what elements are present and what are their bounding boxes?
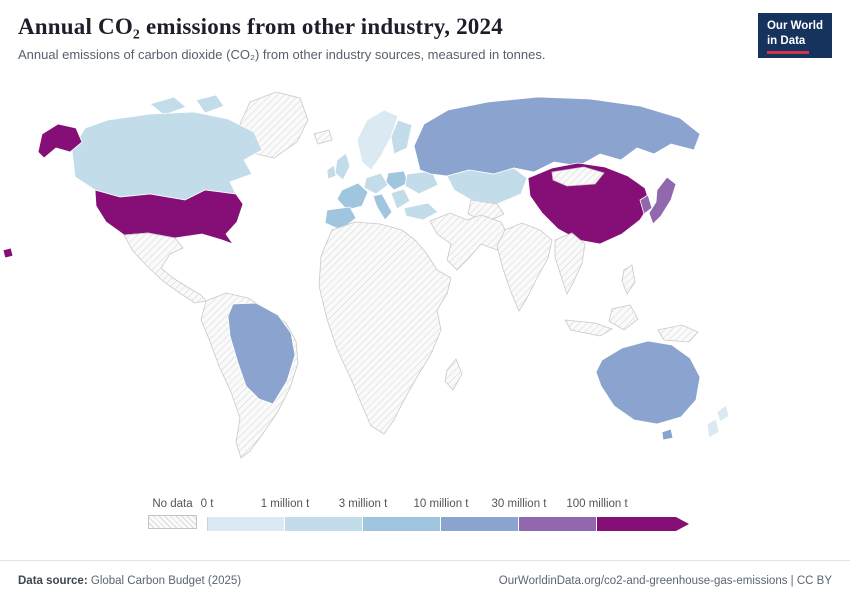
map-legend: No data 0 t 1 million t 3 million t 10 mill… [0, 498, 850, 554]
chart-subtitle: Annual emissions of carbon dioxide (CO₂)… [18, 47, 546, 62]
country-philippines[interactable] [621, 264, 636, 295]
country-south-korea[interactable] [639, 194, 653, 215]
region-new-guinea[interactable] [657, 324, 699, 343]
country-australia[interactable] [595, 340, 701, 425]
country-italy[interactable] [372, 193, 393, 221]
region-southeast-asia[interactable] [554, 232, 586, 296]
region-africa[interactable] [318, 221, 452, 435]
country-france[interactable] [336, 182, 369, 211]
region-eastern-europe[interactable] [385, 170, 409, 191]
choropleth-map-area [0, 82, 850, 494]
country-india[interactable] [496, 222, 553, 312]
legend-segment[interactable] [441, 517, 519, 531]
legend-segment[interactable] [597, 517, 689, 531]
legend-segment[interactable] [285, 517, 363, 531]
region-tasmania[interactable] [661, 428, 674, 441]
legend-segment[interactable] [519, 517, 597, 531]
legend-tick-label: 30 million t [491, 498, 547, 510]
legend-no-data[interactable]: No data [148, 498, 197, 529]
country-kazakhstan[interactable] [446, 167, 528, 205]
country-china[interactable] [527, 162, 651, 245]
region-central-europe[interactable] [363, 172, 389, 195]
owid-logo-line1: Our World [766, 20, 823, 32]
data-source: Data source: Global Carbon Budget (2025) [18, 575, 241, 587]
owid-logo[interactable]: Our World in Data [757, 13, 832, 58]
region-balkans[interactable] [390, 188, 411, 210]
country-russia[interactable] [413, 96, 701, 177]
no-data-swatch[interactable] [148, 515, 197, 529]
country-canadian-arctic-2[interactable] [195, 94, 225, 114]
owid-logo-line2: in Data [766, 34, 806, 47]
legend-bar [207, 517, 689, 531]
legend-labels: 0 t 1 million t 3 million t 10 million t 30 … [201, 498, 689, 517]
country-united-kingdom[interactable] [334, 152, 351, 181]
chart-header: Annual CO₂ emissions from other industry… [0, 0, 850, 82]
legend-tick-label: 0 t [200, 498, 214, 510]
country-united-states[interactable] [94, 189, 244, 245]
region-scandinavia[interactable] [356, 109, 399, 171]
owid-logo-red-bar [766, 50, 809, 54]
country-canadian-arctic-1[interactable] [149, 96, 187, 116]
region-middle-east[interactable] [429, 212, 510, 271]
credit-link[interactable]: OurWorldinData.org/co2-and-greenhouse-ga… [498, 574, 832, 587]
country-canada[interactable] [71, 111, 263, 201]
country-alaska[interactable] [37, 123, 83, 159]
legend-segment[interactable] [363, 517, 441, 531]
country-finland[interactable] [390, 119, 413, 155]
data-source-label: Data source: [18, 574, 88, 587]
country-new-zealand-south[interactable] [706, 418, 720, 439]
country-ireland[interactable] [326, 164, 337, 180]
legend-scale: 0 t 1 million t 3 million t 10 million t 30 … [201, 498, 689, 538]
legend-tick-label: 100 million t [566, 498, 628, 510]
region-borneo[interactable] [608, 304, 639, 331]
legend-segment[interactable] [207, 517, 285, 531]
legend-tick-label: 3 million t [338, 498, 388, 510]
country-iceland[interactable] [313, 129, 333, 145]
country-madagascar[interactable] [444, 358, 463, 391]
chart-footer: Data source: Global Carbon Budget (2025)… [0, 560, 850, 600]
country-japan[interactable] [648, 176, 677, 225]
country-new-zealand-north[interactable] [716, 404, 730, 423]
country-brazil[interactable] [227, 302, 296, 405]
chart-title: Annual CO₂ emissions from other industry… [18, 14, 503, 39]
legend-tick-label: 10 million t [413, 498, 469, 510]
country-mexico[interactable] [123, 232, 207, 304]
legend-tick-label: 1 million t [260, 498, 310, 510]
no-data-label: No data [152, 498, 193, 510]
country-turkey[interactable] [403, 202, 439, 221]
country-hawaii[interactable] [2, 247, 14, 259]
world-map [2, 91, 730, 459]
country-mongolia[interactable] [551, 166, 605, 187]
data-source-link[interactable]: Global Carbon Budget (2025) [90, 574, 242, 587]
country-indonesia[interactable] [564, 319, 613, 337]
